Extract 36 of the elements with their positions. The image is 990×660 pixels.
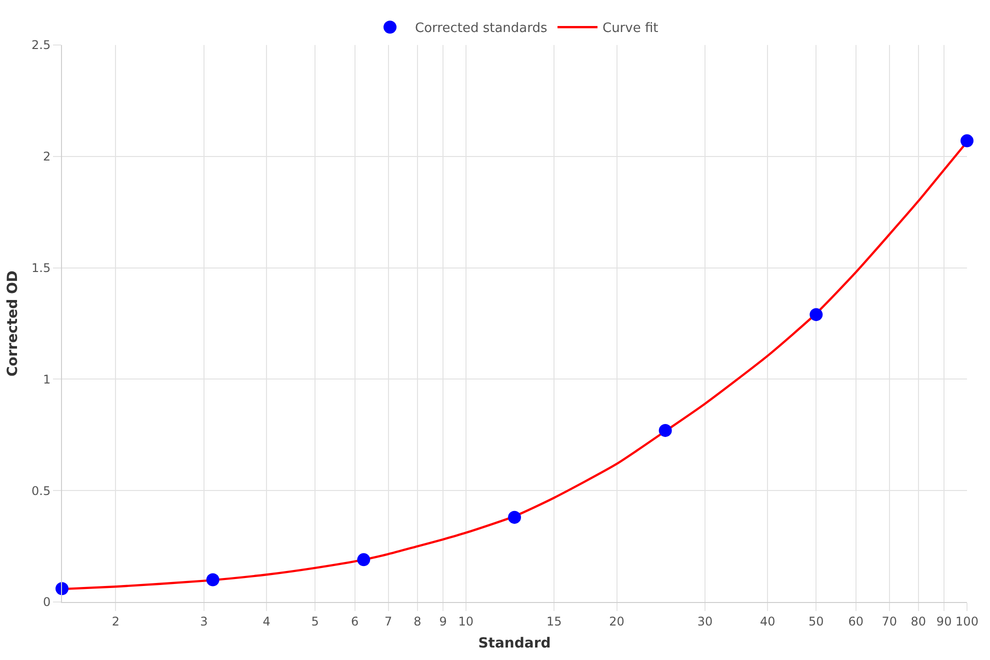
x-tick-label: 6 — [350, 614, 359, 628]
legend-label: Curve fit — [602, 21, 658, 36]
x-tick-label: 10 — [458, 614, 474, 628]
y-tick-label: 0 — [42, 595, 51, 610]
x-tick-label: 90 — [936, 614, 952, 628]
x-tick-label: 40 — [760, 614, 776, 628]
x-tick-label: 60 — [848, 614, 864, 628]
y-tick-label: 0.5 — [32, 484, 51, 498]
y-tick-label: 2.5 — [32, 38, 51, 52]
x-tick-label: 7 — [384, 614, 392, 628]
x-tick-label: 2 — [112, 614, 120, 628]
y-tick-label: 1 — [42, 372, 51, 386]
point — [206, 573, 220, 586]
x-tick-label: 20 — [609, 614, 624, 628]
point — [508, 510, 521, 524]
point — [810, 308, 823, 322]
point — [658, 424, 672, 437]
y-axis-title: Corrected OD — [5, 270, 22, 377]
y-tick-label: 2 — [42, 150, 51, 164]
x-tick-label: 3 — [200, 614, 208, 628]
x-tick-label: 4 — [262, 614, 270, 628]
x-tick-label: 8 — [414, 614, 422, 628]
legend-label: Corrected standards — [415, 21, 548, 36]
point — [357, 553, 370, 566]
x-tick-label: 9 — [439, 614, 447, 628]
point — [56, 582, 68, 596]
x-tick-label: 15 — [546, 614, 562, 628]
point — [960, 134, 974, 148]
x-tick-label: 80 — [910, 614, 926, 628]
x-tick-label: 30 — [697, 614, 713, 628]
x-tick-label: 5 — [311, 614, 319, 628]
x-tick-label: 50 — [808, 614, 824, 628]
x-axis-title: Standard — [478, 636, 551, 652]
x-tick-label: 70 — [882, 614, 898, 628]
y-tick-label: 1.5 — [32, 261, 51, 275]
x-tick-label: 100 — [956, 614, 978, 628]
